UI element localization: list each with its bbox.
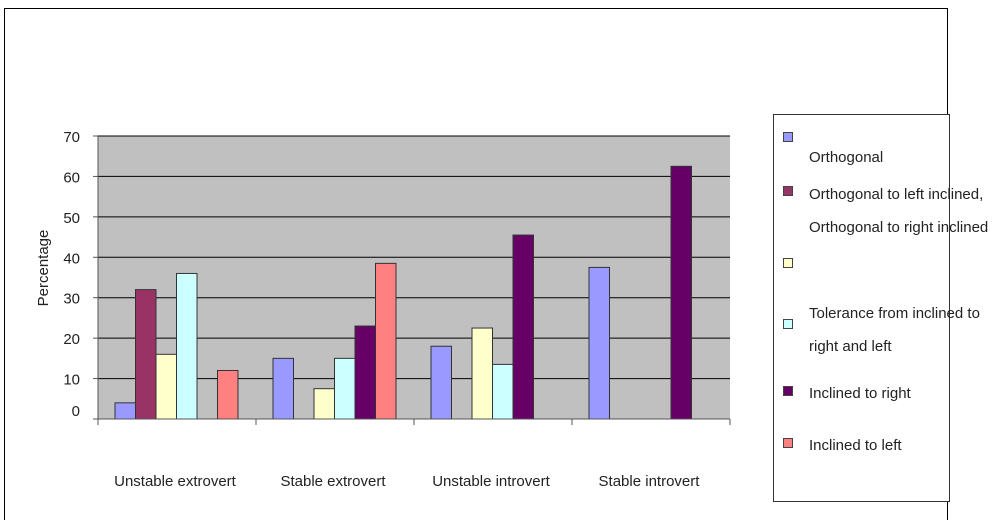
bar [588,266,610,420]
bar [670,165,692,420]
y-tick-label: 70 [63,129,80,146]
plot-area [98,136,730,419]
bar [313,388,335,420]
bar [354,325,376,420]
y-tick-label: 50 [63,210,80,227]
bar [155,353,177,420]
legend-label-orthogonal-inclined: Orthogonal to left inclined, Orthogonal … [809,186,989,236]
x-category-label: Stable introvert [599,473,701,490]
bar [430,345,452,420]
y-tick-label: 10 [63,372,80,389]
bar [334,357,356,420]
gridlines [98,135,730,380]
bar [512,234,534,420]
legend-swatch-cyan [783,319,793,329]
legend-swatch-inclined-left [783,438,793,448]
y-tick-label: 40 [63,250,80,267]
legend-swatch-orthogonal [783,132,793,142]
x-category-label: Unstable introvert [432,473,550,490]
bar [176,272,198,420]
legend-swatch-orthogonal-inclined [783,186,793,196]
legend-swatch-yellow [783,258,793,268]
bar [217,369,239,420]
bar [471,327,493,420]
x-category-label: Unstable extrovert [114,473,237,490]
y-axis-ticks: 0 10 20 30 40 50 60 70 [63,129,98,420]
x-category-label: Stable extrovert [280,473,386,490]
y-tick-label: 20 [63,331,80,348]
y-axis-title: Percentage [35,230,52,307]
y-tick-label: 60 [63,169,80,186]
legend-label-tolerance: Tolerance from inclined to right and lef… [809,305,980,355]
legend-label-orthogonal: Orthogonal [809,149,884,166]
legend: Orthogonal Orthogonal to left inclined, … [773,114,988,502]
bar [272,357,294,420]
y-tick-label: 30 [63,291,80,308]
x-axis-ticks: Unstable extrovert Stable extrovert Unstab… [97,419,731,490]
bar [135,289,157,420]
legend-label-inclined-left: Inclined to left [809,437,902,454]
bar [114,402,136,420]
y-tick-label: 0 [72,403,80,420]
legend-label-inclined-right: Inclined to right [809,385,911,402]
bar [375,262,397,420]
bar [492,363,514,420]
legend-swatch-inclined-right [783,386,793,396]
